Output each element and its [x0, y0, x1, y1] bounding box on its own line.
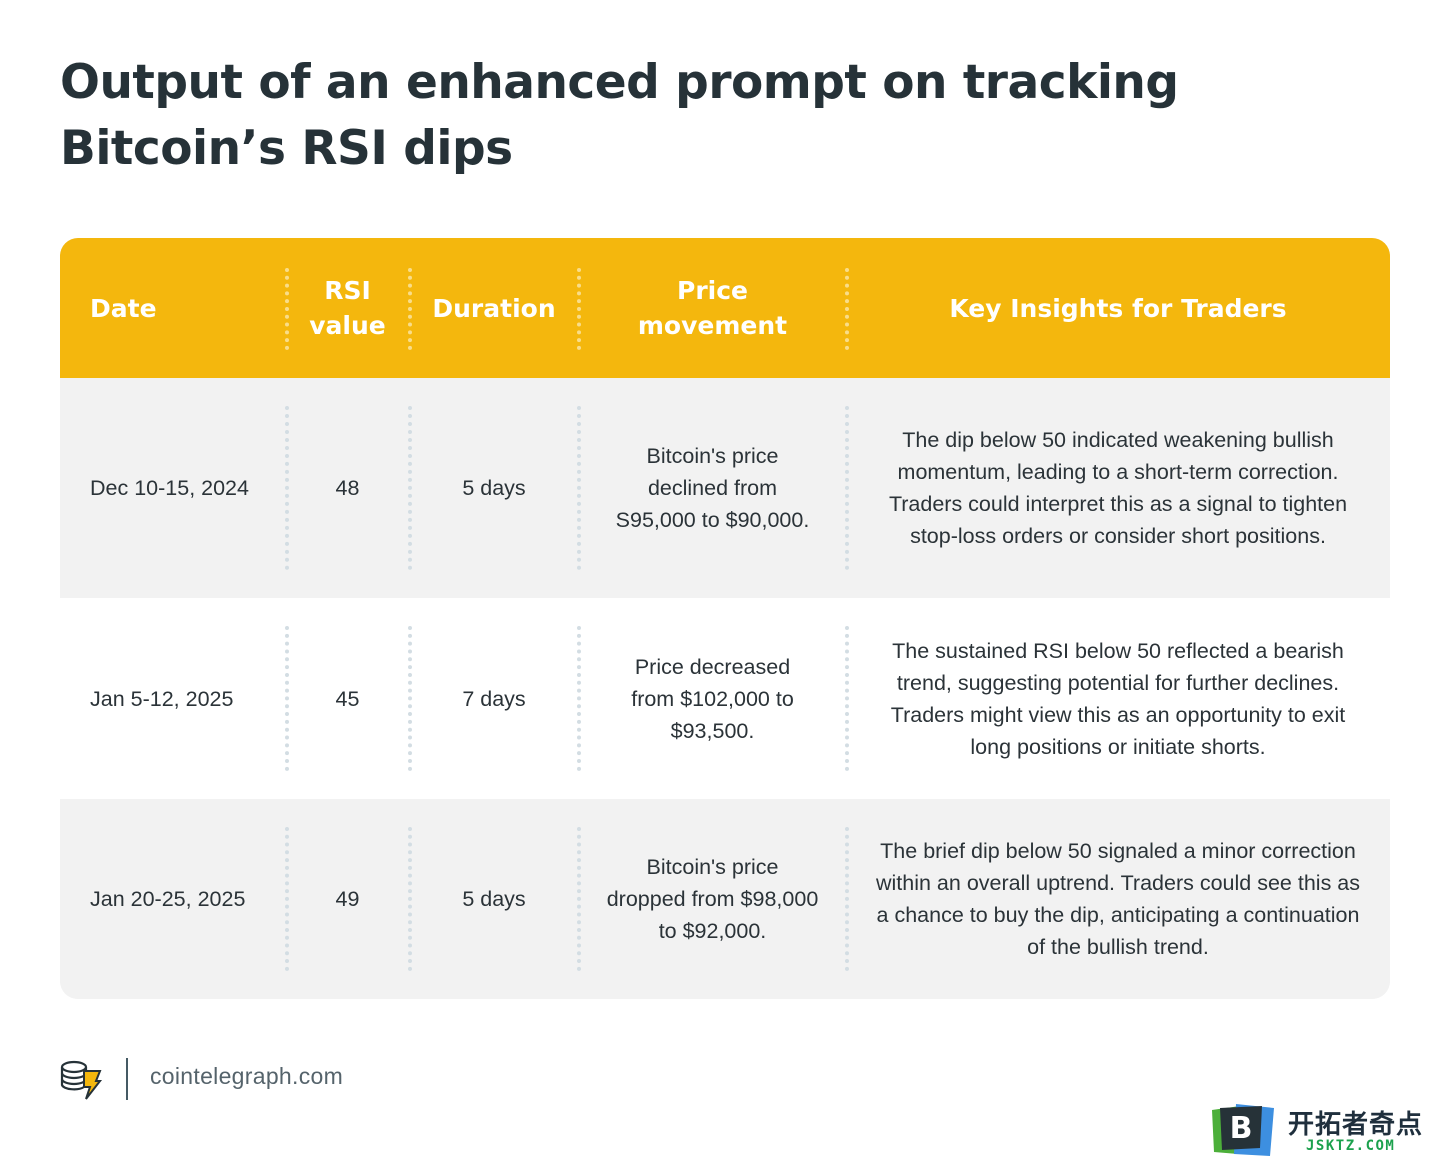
cell-key-insight: The sustained RSI below 50 reflected a b…	[890, 638, 1346, 759]
cell-duration: 5 days	[462, 476, 526, 500]
cell-price-movement: Bitcoin's price declined from S95,000 to…	[615, 444, 810, 532]
column-divider	[285, 827, 289, 971]
cell-date: Dec 10-15, 2024	[90, 476, 249, 500]
cell-key-insight: The dip below 50 indicated weakening bul…	[888, 428, 1348, 548]
header-key-insights: Key Insights for Traders	[949, 293, 1287, 323]
watermark-domain: JSKTZ.COM	[1306, 1138, 1396, 1154]
header-date: Date	[90, 293, 157, 323]
column-divider	[577, 268, 581, 350]
table-row: Dec 10-15, 2024 48 5 days Bitcoin's pric…	[60, 378, 1390, 598]
footer-site-link[interactable]: cointelegraph.com	[150, 1063, 344, 1089]
header-rsi-value: RSI value	[309, 276, 386, 340]
column-divider	[285, 406, 289, 570]
cell-rsi-value: 49	[335, 887, 360, 911]
watermark: B 开拓者奇点 JSKTZ.COM	[1210, 1102, 1450, 1160]
column-divider	[577, 406, 581, 570]
column-divider	[408, 268, 412, 350]
column-divider	[577, 827, 581, 971]
footer-divider	[126, 1058, 128, 1100]
table-row: Jan 5-12, 2025 45 7 days Price decreased…	[60, 598, 1390, 799]
column-divider	[408, 626, 412, 771]
column-divider	[408, 827, 412, 971]
column-divider	[408, 406, 412, 570]
cell-rsi-value: 48	[335, 476, 360, 500]
cell-rsi-value: 45	[335, 686, 360, 711]
cell-key-insight: The brief dip below 50 signaled a minor …	[875, 839, 1360, 959]
page-title: Output of an enhanced prompt on tracking…	[60, 55, 1179, 176]
cell-duration: 7 days	[462, 686, 526, 711]
column-divider	[845, 827, 849, 971]
table-header-row: Date RSI value Duration Price movement K…	[60, 238, 1390, 378]
svg-text:B: B	[1230, 1111, 1253, 1146]
header-price-movement: Price movement	[637, 276, 788, 340]
cell-price-movement: Bitcoin's price dropped from $98,000 to …	[606, 855, 819, 943]
column-divider	[285, 626, 289, 771]
cell-duration: 5 days	[462, 887, 526, 911]
cell-date: Jan 20-25, 2025	[90, 887, 246, 911]
column-divider	[577, 626, 581, 771]
header-duration: Duration	[432, 293, 556, 323]
cell-date: Jan 5-12, 2025	[90, 686, 234, 711]
column-divider	[285, 268, 289, 350]
b-logo-icon: B	[1212, 1104, 1274, 1156]
table-row: Jan 20-25, 2025 49 5 days Bitcoin's pric…	[60, 799, 1390, 999]
column-divider	[845, 268, 849, 350]
cell-price-movement: Price decreased from $102,000 to $93,500…	[631, 654, 794, 743]
column-divider	[845, 406, 849, 570]
column-divider	[845, 626, 849, 771]
rsi-dips-table: Date RSI value Duration Price movement K…	[60, 238, 1390, 999]
cointelegraph-logo-icon	[60, 1060, 103, 1100]
watermark-name: 开拓者奇点	[1288, 1110, 1424, 1140]
